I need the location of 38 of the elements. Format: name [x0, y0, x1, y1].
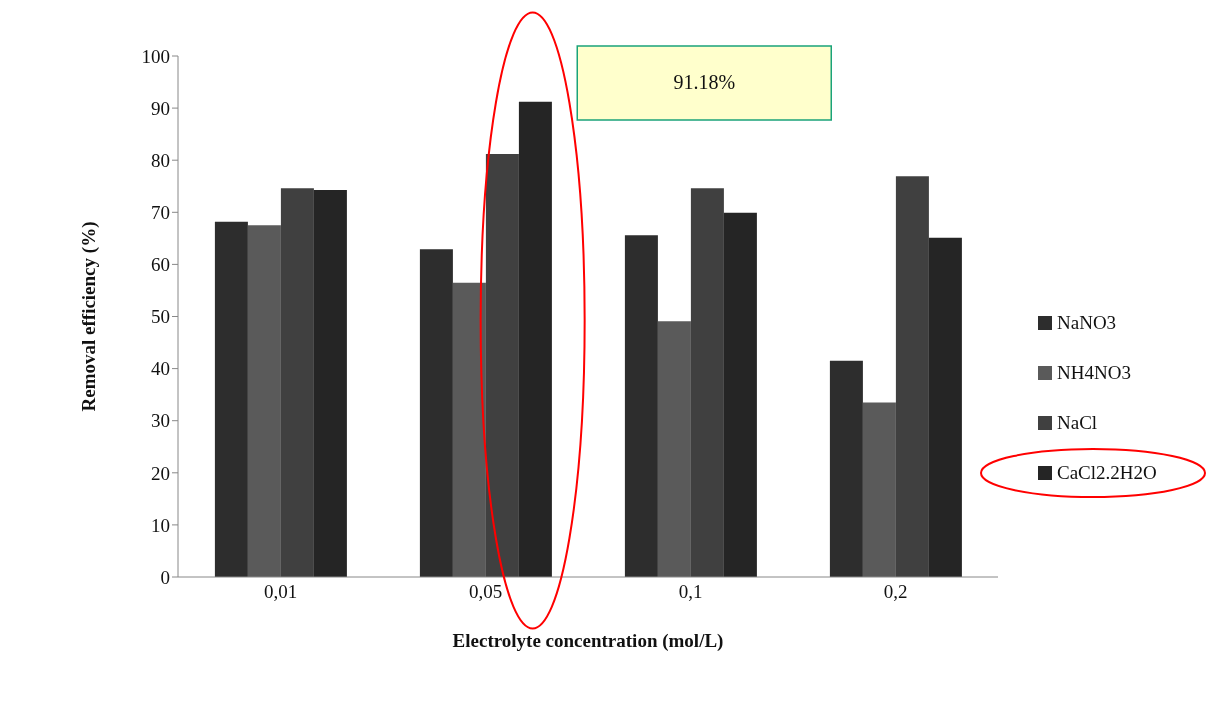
y-tick-label: 80	[151, 149, 170, 171]
y-tick-label: 0	[160, 566, 170, 588]
x-tick-label: 0,05	[468, 581, 503, 603]
y-tick-label: 10	[151, 514, 170, 536]
x-tick-label: 0,2	[883, 581, 908, 603]
bar	[829, 360, 863, 577]
bar	[657, 321, 691, 577]
bar	[928, 237, 962, 577]
bar	[723, 212, 757, 577]
legend-label: NH4NO3	[1057, 362, 1131, 384]
x-axis-title: Electrolyte concentration (mol/L)	[452, 630, 724, 652]
bar	[419, 249, 453, 577]
x-tick-label: 0,1	[678, 581, 703, 603]
bar	[247, 225, 281, 577]
y-tick-label: 50	[151, 306, 170, 328]
bar	[280, 188, 314, 577]
bar	[690, 188, 724, 577]
y-tick-label: 100	[141, 45, 170, 67]
bar	[214, 221, 248, 577]
y-axis-title: Removal efficiency (%)	[77, 221, 100, 412]
y-tick-label: 60	[151, 254, 170, 276]
y-tick-label: 20	[151, 462, 170, 484]
x-tick-label: 0,01	[263, 581, 298, 603]
bar	[624, 235, 658, 577]
bar	[862, 402, 896, 577]
bar	[452, 282, 486, 577]
legend-label: NaCl	[1057, 412, 1098, 434]
legend-label: NaNO3	[1057, 312, 1117, 334]
y-tick-label: 30	[151, 410, 170, 432]
y-tick-label: 90	[151, 97, 170, 119]
bar	[518, 101, 552, 577]
bar	[313, 189, 347, 577]
y-tick-label: 70	[151, 202, 170, 224]
annotation: 91.18%	[673, 71, 736, 93]
y-tick-label: 40	[151, 358, 170, 380]
bar	[895, 176, 929, 577]
bar	[485, 153, 519, 577]
legend-label: CaCl2.2H2O	[1057, 462, 1157, 484]
